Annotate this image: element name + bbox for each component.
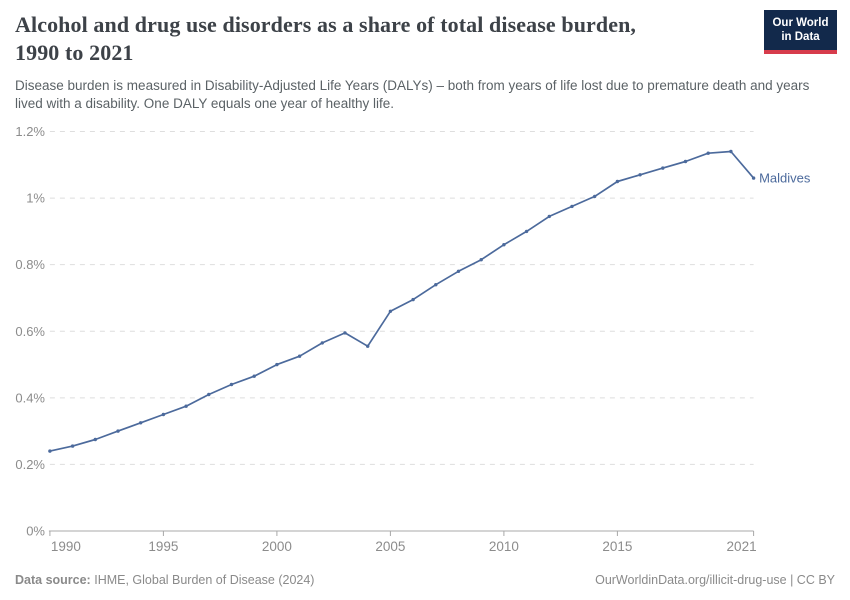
data-point: [116, 429, 120, 433]
x-tick-label: 1990: [51, 539, 81, 554]
x-tick-label: 2021: [727, 539, 757, 554]
chart-footer: Data source: IHME, Global Burden of Dise…: [15, 573, 835, 587]
data-point: [479, 258, 483, 262]
y-tick-label: 1.2%: [15, 124, 45, 139]
data-point: [343, 331, 347, 335]
entity-label: Maldives: [759, 171, 811, 186]
data-point: [706, 151, 710, 155]
data-line: [49, 150, 755, 452]
x-tick-label: 2010: [489, 539, 519, 554]
data-source: Data source: IHME, Global Burden of Dise…: [15, 573, 314, 587]
data-point: [434, 283, 438, 287]
data-point: [275, 362, 279, 367]
x-tick-label: 2005: [375, 539, 405, 554]
data-point: [388, 309, 393, 313]
data-point: [593, 194, 597, 199]
x-tick-label: 2000: [262, 539, 292, 554]
data-point: [139, 421, 143, 425]
data-point: [70, 444, 75, 448]
page-title: Alcohol and drug use disorders as a shar…: [15, 11, 636, 66]
data-point: [661, 166, 665, 170]
data-point: [48, 449, 52, 453]
logo-text-line-1: Our World: [772, 17, 829, 29]
data-point: [502, 243, 506, 247]
data-point: [615, 179, 620, 184]
y-tick-label: 0.2%: [15, 457, 45, 472]
data-point: [229, 382, 234, 387]
data-point: [570, 204, 574, 209]
data-point: [297, 354, 302, 358]
data-point: [411, 297, 415, 302]
data-point: [252, 374, 256, 378]
data-point: [366, 344, 370, 348]
y-tick-label: 1%: [26, 191, 45, 206]
title-line-1: Alcohol and drug use disorders as a shar…: [15, 12, 637, 37]
line-chart: 0% 0.2% 0.4% 0.6% 0.8% 1% 1.2% 1990 1995 2000 2005…: [15, 124, 811, 554]
chart-subtitle: Disease burden is measured in Disability…: [15, 78, 810, 111]
credit-line: OurWorldinData.org/illicit-drug-use | CC…: [595, 573, 835, 587]
data-point: [547, 214, 551, 219]
data-point: [729, 149, 733, 154]
data-point: [184, 404, 188, 408]
y-tick-label: 0%: [26, 524, 45, 539]
data-source-label: Data source:: [15, 573, 91, 587]
data-point: [751, 176, 756, 180]
data-point: [456, 269, 461, 273]
y-tick-label: 0.4%: [15, 390, 45, 405]
data-point: [207, 392, 211, 397]
y-tick-label: 0.6%: [15, 324, 45, 339]
data-point: [683, 159, 688, 164]
title-line-2: 1990 to 2021: [15, 39, 134, 65]
data-point: [524, 229, 529, 234]
data-point: [161, 412, 166, 417]
logo-text-line-2: in Data: [781, 31, 820, 44]
x-tick-label: 2015: [602, 539, 632, 554]
x-tick-label: 1995: [148, 539, 178, 554]
y-tick-label: 0.8%: [15, 257, 45, 272]
owid-logo: Our World in Data: [764, 10, 837, 54]
data-point: [638, 173, 642, 177]
data-point: [93, 437, 98, 442]
data-point: [320, 341, 324, 345]
data-source-text: IHME, Global Burden of Disease (2024): [94, 573, 315, 587]
